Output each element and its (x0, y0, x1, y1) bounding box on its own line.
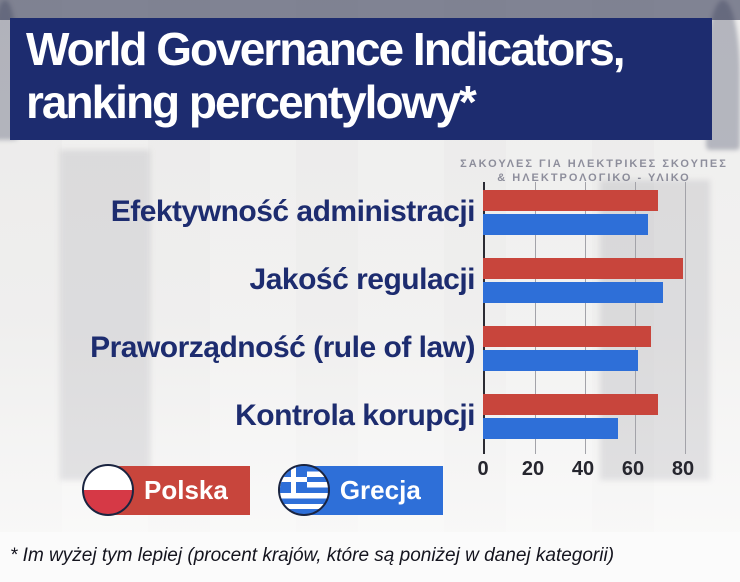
bar-polska (483, 257, 683, 279)
chart-grid (483, 182, 705, 454)
legend-item-grecja: Grecja (277, 464, 443, 516)
chart: Efektywność administracji Jakość regulacj… (28, 178, 718, 488)
chart-row: Efektywność administracji (28, 178, 718, 246)
x-tick-label: 40 (571, 458, 595, 480)
signage-line: & ΗΛΕΚΤΡΟΛΟΓΙΚΟ - ΥΛΙΚΟ (497, 172, 691, 184)
title-line-1: World Governance Indicators, (26, 23, 626, 75)
category-label: Kontrola korupcji (235, 399, 475, 432)
greek-cross-icon (279, 466, 307, 493)
chart-row: Jakość regulacji (28, 246, 718, 314)
x-tick-label: 20 (521, 458, 545, 480)
greece-flag-icon (277, 464, 330, 516)
gridline (635, 182, 636, 454)
photo-texture (60, 150, 150, 480)
category-label: Jakość regulacji (249, 263, 476, 296)
bar-grecja (483, 349, 638, 371)
gridline (685, 182, 686, 454)
bar-polska (483, 393, 658, 415)
bar-grecja (483, 417, 618, 439)
bar-polska (483, 189, 658, 211)
bar-grecja (483, 213, 648, 235)
x-tick-label: 0 (477, 458, 489, 480)
footnote-bar: * Im wyżej tym lepiej (procent krajów, k… (0, 532, 740, 582)
chart-row: Kontrola korupcji (28, 382, 718, 450)
chart-rows: Efektywność administracji Jakość regulacj… (28, 178, 718, 450)
axis-ticks: 0 20 40 60 80 (477, 458, 703, 484)
bar-group (483, 393, 703, 439)
bar-polska (483, 325, 651, 347)
bar-grecja (483, 281, 663, 303)
category-label: Praworządność (rule of law) (90, 331, 475, 364)
x-tick-label: 80 (671, 458, 695, 480)
gridline (535, 182, 536, 454)
category-label: Efektywność administracji (110, 195, 476, 228)
footnote-text: * Im wyżej tym lepiej (procent krajów, k… (10, 545, 615, 566)
legend-label-grecja: Grecja (303, 465, 443, 515)
bar-group (483, 189, 703, 235)
legend-item-polska: Polska (82, 464, 250, 516)
signage-line: ΣΑΚΟΥΛΕΣ ΓΙΑ ΗΛΕΚΤΡΙΚΕΣ ΣΚΟΥΠΕΣ (460, 158, 728, 170)
background-signage: ΣΑΚΟΥΛΕΣ ΓΙΑ ΗΛΕΚΤΡΙΚΕΣ ΣΚΟΥΠΕΣ & ΗΛΕΚΤΡ… (455, 157, 733, 185)
title-banner: World Governance Indicators, ranking per… (10, 18, 712, 140)
photo-texture (0, 0, 740, 20)
bar-group (483, 257, 703, 303)
x-tick-label: 60 (621, 458, 645, 480)
chart-row: Praworządność (rule of law) (28, 314, 718, 382)
gridline (585, 182, 586, 454)
bar-group (483, 325, 703, 371)
poland-flag-icon (82, 464, 134, 516)
title-line-2: ranking percentylowy* (26, 76, 477, 128)
legend: Polska Grecja (82, 464, 443, 516)
